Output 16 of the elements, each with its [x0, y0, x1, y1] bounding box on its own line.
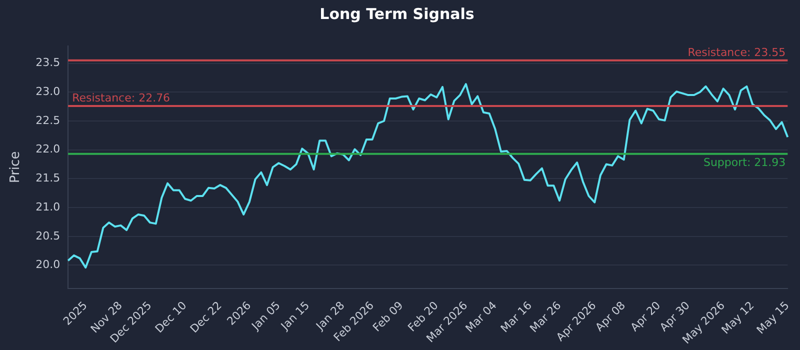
- ref-line-label: Support: 21.93: [703, 156, 786, 170]
- y-tick-label: 20.5: [36, 229, 60, 242]
- y-tick-label: 22.0: [36, 142, 60, 156]
- x-tick-label: Dec 22: [188, 298, 224, 336]
- x-tick-label: Dec 10: [152, 298, 190, 336]
- y-tick-label: 20.0: [36, 258, 60, 272]
- y-tick-label: 22.5: [36, 114, 60, 127]
- y-axis-title: Price: [8, 151, 24, 184]
- y-tick-label: 21.0: [36, 200, 60, 214]
- y-tick-label: 21.5: [36, 172, 60, 185]
- y-tick-label: 23.5: [36, 56, 60, 70]
- ref-line-label: Resistance: 23.55: [688, 46, 786, 59]
- y-tick-label: 23.0: [36, 85, 60, 98]
- ref-line-label: Resistance: 22.76: [72, 91, 170, 104]
- x-tick-label: Jan 15: [278, 298, 312, 334]
- chart-title: Long Term Signals: [320, 4, 474, 23]
